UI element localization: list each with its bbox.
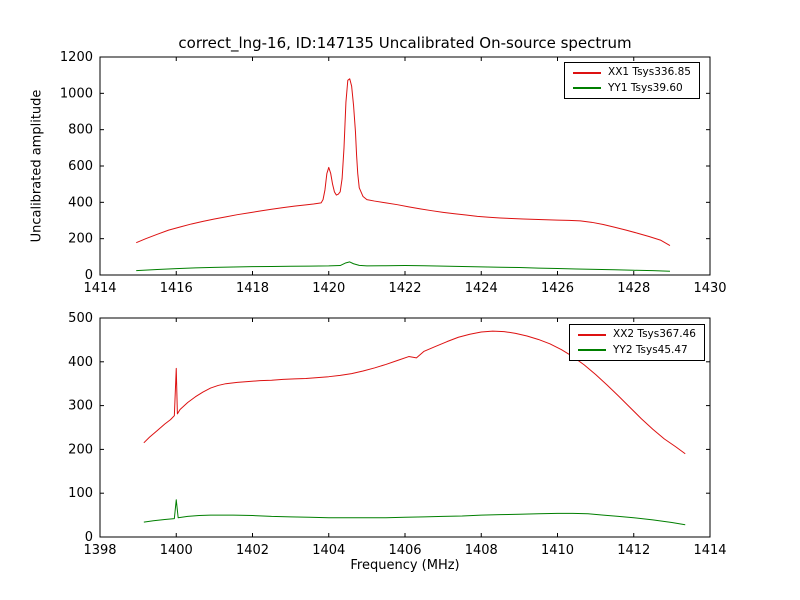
y-tick-label: 200 xyxy=(68,232,93,247)
legend-entry: YY2 Tsys45.47 xyxy=(578,343,696,357)
series-line-xx1 xyxy=(136,78,671,247)
x-tick-label: 1414 xyxy=(83,281,116,296)
legend-entry: YY1 Tsys39.60 xyxy=(573,81,691,95)
x-tick-label: 1426 xyxy=(541,281,574,296)
x-tick-label: 1424 xyxy=(465,281,498,296)
x-tick-label: 1416 xyxy=(160,281,193,296)
y-tick-label: 400 xyxy=(68,195,93,210)
x-tick-label: 1418 xyxy=(236,281,269,296)
y-tick-label: 1000 xyxy=(60,86,93,101)
x-tick-label: 1420 xyxy=(312,281,345,296)
x-tick-label: 1398 xyxy=(83,543,116,558)
legend-label-yy2: YY2 Tsys45.47 xyxy=(613,343,688,356)
legend-bottom-plot: XX2 Tsys367.46 YY2 Tsys45.47 xyxy=(569,324,705,362)
x-axis-label: Frequency (MHz) xyxy=(350,558,460,573)
yy2-line-swatch xyxy=(578,349,606,352)
x-tick-label: 1422 xyxy=(388,281,421,296)
y-tick-label: 500 xyxy=(68,311,93,326)
y-tick-label: 300 xyxy=(68,399,93,414)
xx2-line-swatch xyxy=(578,333,606,336)
y-tick-label: 1200 xyxy=(60,50,93,65)
series-line-yy1 xyxy=(136,261,670,272)
y-tick-label: 0 xyxy=(85,530,93,545)
yy1-line-swatch xyxy=(573,87,601,90)
x-tick-label: 1402 xyxy=(236,543,269,558)
legend-label-xx1: XX1 Tsys336.85 xyxy=(608,66,691,78)
y-tick-label: 100 xyxy=(68,486,93,501)
series-line-xx2 xyxy=(143,330,686,455)
x-tick-label: 1412 xyxy=(617,543,650,558)
x-tick-label: 1404 xyxy=(312,543,345,558)
y-tick-label: 800 xyxy=(68,123,93,138)
x-tick-label: 1408 xyxy=(465,543,498,558)
x-tick-label: 1410 xyxy=(541,543,574,558)
y-tick-label: 200 xyxy=(68,442,93,457)
x-tick-label: 1414 xyxy=(693,543,726,558)
chart-title: correct_lng-16, ID:147135 Uncalibrated O… xyxy=(178,34,632,52)
series-line-yy2 xyxy=(143,499,686,526)
x-tick-label: 1406 xyxy=(388,543,421,558)
x-tick-label: 1430 xyxy=(693,281,726,296)
legend-entry: XX2 Tsys367.46 xyxy=(578,328,696,341)
xx1-line-swatch xyxy=(573,71,601,74)
x-tick-label: 1400 xyxy=(160,543,193,558)
legend-label-xx2: XX2 Tsys367.46 xyxy=(613,328,696,340)
y-tick-label: 400 xyxy=(68,355,93,370)
legend-top-plot: XX1 Tsys336.85 YY1 Tsys39.60 xyxy=(564,62,700,100)
y-tick-label: 600 xyxy=(68,159,93,174)
legend-entry: XX1 Tsys336.85 xyxy=(573,66,691,79)
legend-label-yy1: YY1 Tsys39.60 xyxy=(608,81,683,94)
y-tick-label: 0 xyxy=(85,268,93,283)
x-tick-label: 1428 xyxy=(617,281,650,296)
